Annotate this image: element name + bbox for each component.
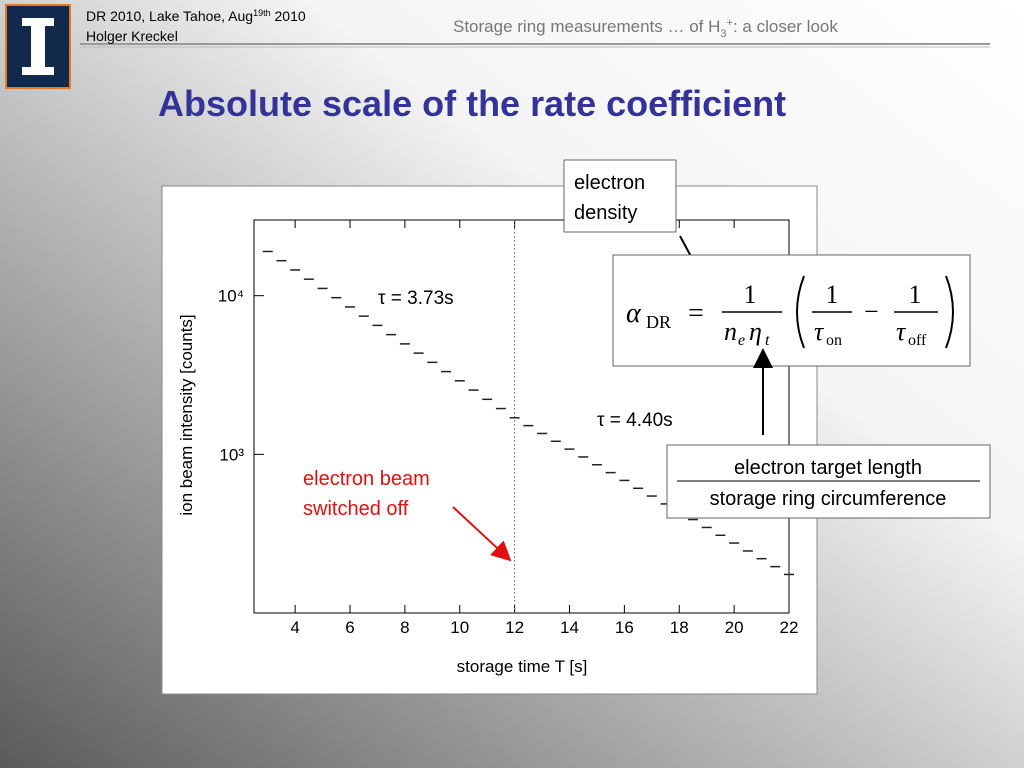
- formula-part: 1: [909, 280, 922, 309]
- formula-part: α: [626, 298, 642, 329]
- x-tick-label: 18: [670, 618, 689, 637]
- formula-box: [612, 254, 971, 367]
- formula-part: 1: [744, 280, 757, 309]
- event-year: 2010: [271, 8, 306, 24]
- formula-part: t: [765, 332, 770, 349]
- x-tick-label: 6: [345, 618, 354, 637]
- slide-title: Absolute scale of the rate coefficient: [158, 83, 786, 124]
- x-tick-label: 14: [560, 618, 579, 637]
- event: DR 2010, Lake Tahoe, Aug: [86, 8, 253, 24]
- logo: [5, 4, 71, 89]
- formula-part: on: [826, 332, 842, 349]
- plot-area: [253, 219, 790, 614]
- tau-label: τ = 3.73s: [378, 288, 454, 309]
- x-tick-label: 16: [615, 618, 634, 637]
- formula-part: e: [738, 332, 745, 349]
- beam-note: switched off: [303, 498, 409, 520]
- topic-end: : a closer look: [733, 17, 838, 36]
- paren: [945, 275, 954, 349]
- formula: α DR = 1 n e η t 1 τ on − 1 τ off: [626, 275, 954, 349]
- callout-text: storage ring circumference: [710, 488, 947, 510]
- formula-part: =: [688, 298, 704, 329]
- formula-part: 1: [826, 280, 839, 309]
- topic-sup: +: [727, 17, 733, 29]
- formula-part: τ: [814, 317, 825, 346]
- x-tick-label: 10: [450, 618, 469, 637]
- plot: 4 6 8 10 12 14 16 18 20 22 10³ 10⁴: [218, 220, 799, 637]
- x-axis-label: storage time T [s]: [457, 657, 588, 676]
- red-arrow: [452, 506, 512, 562]
- callout-text: density: [574, 202, 637, 224]
- formula-part: n: [724, 317, 737, 346]
- formula-part: η: [749, 317, 762, 346]
- x-tick-label: 22: [780, 618, 799, 637]
- y-tick-label: 10⁴: [218, 287, 244, 306]
- header-topic: Storage ring measurements … of H3+: a cl…: [453, 17, 838, 40]
- x-tick-label: 20: [725, 618, 744, 637]
- callout-text: electron: [574, 172, 645, 194]
- tau-label: τ = 4.40s: [597, 410, 673, 431]
- x-tick-label: 12: [505, 618, 524, 637]
- header-event: DR 2010, Lake Tahoe, Aug19th 2010: [86, 8, 306, 24]
- x-tick-label: 4: [290, 618, 299, 637]
- formula-part: off: [908, 332, 927, 349]
- formula-part: −: [864, 297, 879, 326]
- event-sup: 19th: [253, 8, 271, 18]
- density-box: [563, 159, 677, 233]
- callout-text: electron target length: [734, 457, 922, 479]
- header-author: Holger Kreckel: [86, 28, 178, 44]
- beam-note: electron beam: [303, 468, 430, 490]
- topic-sub: 3: [720, 28, 726, 40]
- topic: Storage ring measurements … of H: [453, 17, 720, 36]
- x-tick-label: 8: [400, 618, 409, 637]
- paren: [796, 275, 805, 349]
- y-axis-label: ion beam intensity [counts]: [177, 314, 196, 515]
- formula-part: τ: [896, 317, 907, 346]
- y-tick-label: 10³: [219, 445, 244, 464]
- formula-part: DR: [646, 312, 671, 332]
